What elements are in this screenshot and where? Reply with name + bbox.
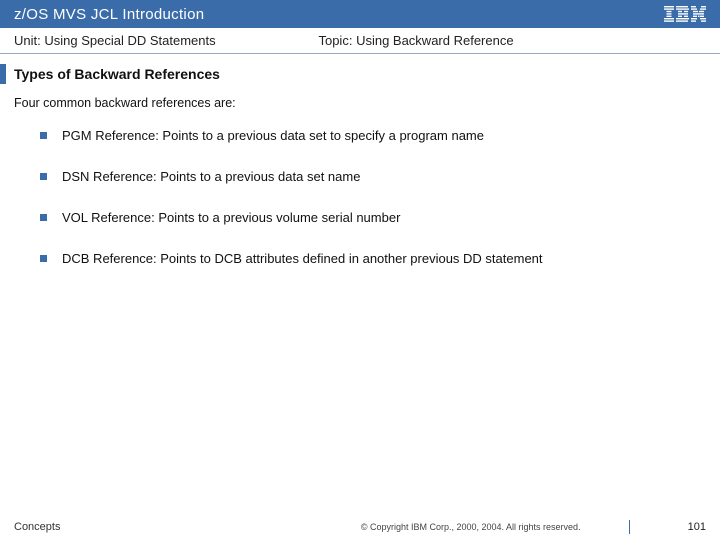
footer-left: Concepts bbox=[14, 521, 318, 533]
intro-text: Four common backward references are: bbox=[14, 96, 706, 110]
header-bar: z/OS MVS JCL Introduction bbox=[0, 0, 720, 28]
footer-page-number: 101 bbox=[688, 521, 706, 533]
list-item: DSN Reference: Points to a previous data… bbox=[40, 169, 706, 184]
footer-divider bbox=[629, 520, 630, 534]
footer: Concepts © Copyright IBM Corp., 2000, 20… bbox=[0, 514, 720, 540]
topic-label: Topic: bbox=[318, 33, 352, 48]
list-item: PGM Reference: Points to a previous data… bbox=[40, 128, 706, 143]
topic-block: Topic: Using Backward Reference bbox=[318, 33, 706, 48]
list-item: VOL Reference: Points to a previous volu… bbox=[40, 210, 706, 225]
section-title-row: Types of Backward References bbox=[14, 64, 706, 84]
unit-label: Unit: bbox=[14, 33, 41, 48]
main-content: Types of Backward References Four common… bbox=[0, 54, 720, 266]
footer-copyright: © Copyright IBM Corp., 2000, 2004. All r… bbox=[318, 522, 622, 532]
topic-value: Using Backward Reference bbox=[356, 33, 514, 48]
page-title: z/OS MVS JCL Introduction bbox=[14, 6, 204, 23]
ibm-logo-icon bbox=[664, 6, 706, 22]
list-item: DCB Reference: Points to DCB attributes … bbox=[40, 251, 706, 266]
unit-value: Using Special DD Statements bbox=[44, 33, 215, 48]
section-title: Types of Backward References bbox=[14, 64, 220, 84]
subheader: Unit: Using Special DD Statements Topic:… bbox=[0, 28, 720, 54]
accent-bar bbox=[0, 64, 6, 84]
bullet-list: PGM Reference: Points to a previous data… bbox=[14, 128, 706, 266]
unit-block: Unit: Using Special DD Statements bbox=[14, 33, 318, 48]
ibm-logo bbox=[664, 6, 706, 22]
